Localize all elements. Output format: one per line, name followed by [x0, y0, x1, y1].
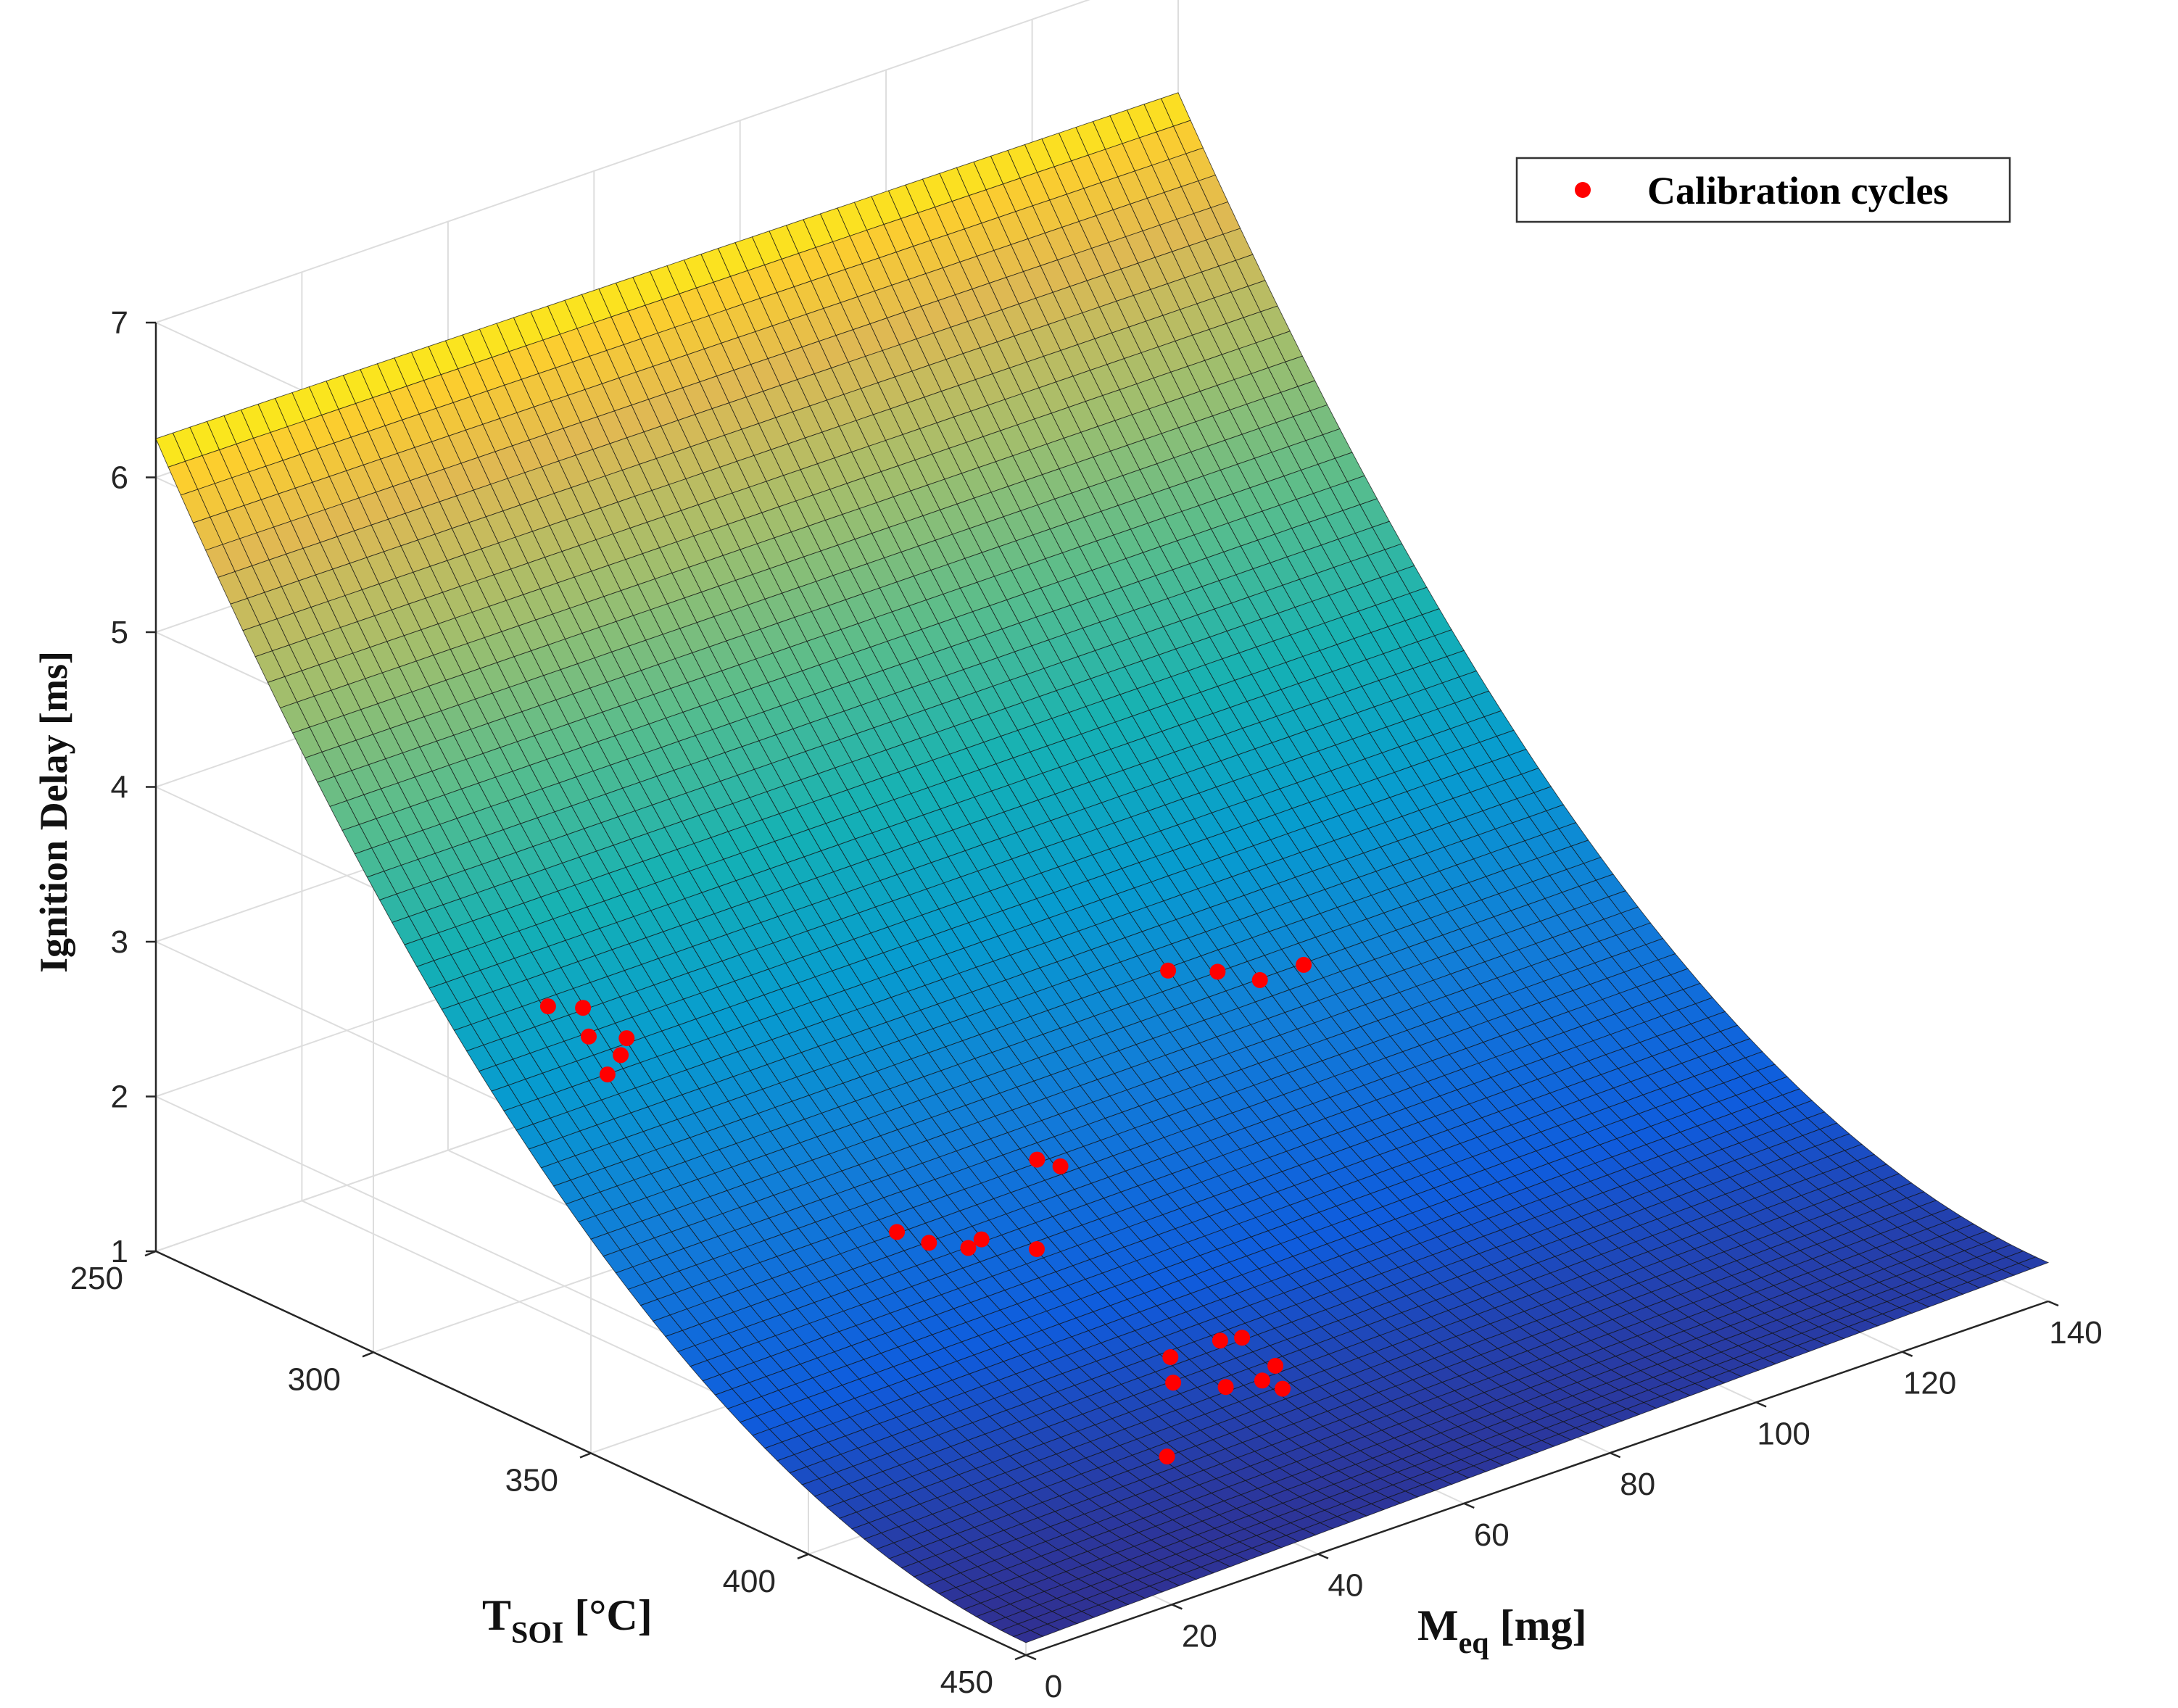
calibration-point	[613, 1047, 629, 1064]
m-tick-mark	[1171, 1604, 1183, 1610]
calibration-point	[1165, 1375, 1182, 1391]
calibration-point	[1029, 1241, 1045, 1257]
calibration-point	[1234, 1330, 1251, 1346]
t-tick-mark	[144, 1250, 157, 1257]
z-tick-label: 4	[111, 770, 128, 805]
t-tick-label: 350	[505, 1463, 558, 1498]
m-tick-mark	[1755, 1401, 1767, 1408]
calibration-point	[1162, 1349, 1179, 1365]
m-tick-label: 140	[2049, 1315, 2102, 1351]
legend-marker	[1575, 182, 1591, 198]
m-tick-mark	[1463, 1502, 1475, 1509]
legend-entry-calibration-cycles: Calibration cycles	[1647, 169, 1948, 212]
m-tick-mark	[1317, 1553, 1329, 1559]
m-axis-line	[1025, 1300, 2049, 1657]
x-axis-label-main: M	[1417, 1601, 1459, 1649]
t-tick-mark	[362, 1351, 374, 1358]
y-axis-label-sub: SOI	[511, 1617, 563, 1650]
t-tick-label: 250	[70, 1261, 123, 1296]
calibration-point	[1052, 1158, 1069, 1174]
calibration-point	[1254, 1372, 1270, 1389]
m-tick-mark	[2047, 1300, 2059, 1307]
t-tick-label: 300	[288, 1361, 341, 1397]
m-tick-label: 80	[1620, 1467, 1655, 1502]
calibration-point	[1267, 1358, 1284, 1374]
legend: Calibration cycles	[1515, 157, 2011, 223]
m-tick-mark	[1025, 1654, 1037, 1661]
y-axis-label-unit: [°C]	[563, 1591, 652, 1639]
z-axis-label: Ignition Delay [ms]	[32, 651, 75, 973]
y-axis-label-main: T	[482, 1591, 511, 1639]
m-tick-mark	[1610, 1451, 1621, 1459]
calibration-point	[1275, 1380, 1291, 1397]
calibration-point	[1296, 956, 1312, 973]
axes-layer	[144, 321, 2059, 1661]
calibration-point	[973, 1231, 990, 1248]
m-tick-mark	[1902, 1351, 1913, 1357]
m-tick-label: 60	[1474, 1517, 1510, 1553]
surface-mesh	[155, 92, 2050, 1643]
calibration-point	[1251, 971, 1268, 988]
z-tick-label: 2	[111, 1079, 128, 1115]
calibration-point	[960, 1240, 977, 1256]
m-tick-label: 120	[1903, 1366, 1956, 1401]
m-tick-label: 20	[1182, 1618, 1217, 1654]
z-tick-label: 6	[111, 460, 128, 496]
calibration-point	[1029, 1151, 1045, 1168]
m-tick-label: 100	[1757, 1416, 1810, 1451]
calibration-point	[889, 1224, 906, 1240]
t-tick-label: 450	[940, 1665, 993, 1700]
calibration-point	[1217, 1379, 1234, 1396]
calibration-point	[1159, 1448, 1175, 1465]
calibration-point	[599, 1066, 616, 1083]
calibration-point	[581, 1028, 597, 1045]
x-axis-label-unit: [mg]	[1489, 1601, 1587, 1649]
calibration-point	[539, 998, 556, 1015]
calibration-point	[618, 1030, 635, 1047]
z-tick-label: 3	[111, 924, 128, 960]
calibration-point	[575, 1000, 592, 1016]
calibration-point	[1212, 1332, 1228, 1349]
x-axis-label: Meq [mg]	[1417, 1601, 1587, 1660]
t-tick-mark	[1014, 1654, 1027, 1661]
calibration-point	[1209, 963, 1226, 980]
x-axis-label-sub: eq	[1459, 1627, 1489, 1660]
t-tick-label: 400	[723, 1564, 776, 1599]
z-tick-label: 7	[111, 305, 128, 341]
z-tick-label: 5	[111, 615, 128, 650]
grid-line-z-right	[155, 0, 1090, 323]
calibration-point	[1160, 962, 1177, 979]
calibration-point	[921, 1235, 937, 1251]
y-axis-label: TSOI [°C]	[482, 1591, 653, 1650]
t-tick-mark	[797, 1553, 809, 1559]
m-tick-label: 0	[1045, 1669, 1062, 1704]
m-tick-label: 40	[1328, 1568, 1363, 1604]
t-tick-mark	[579, 1452, 592, 1459]
